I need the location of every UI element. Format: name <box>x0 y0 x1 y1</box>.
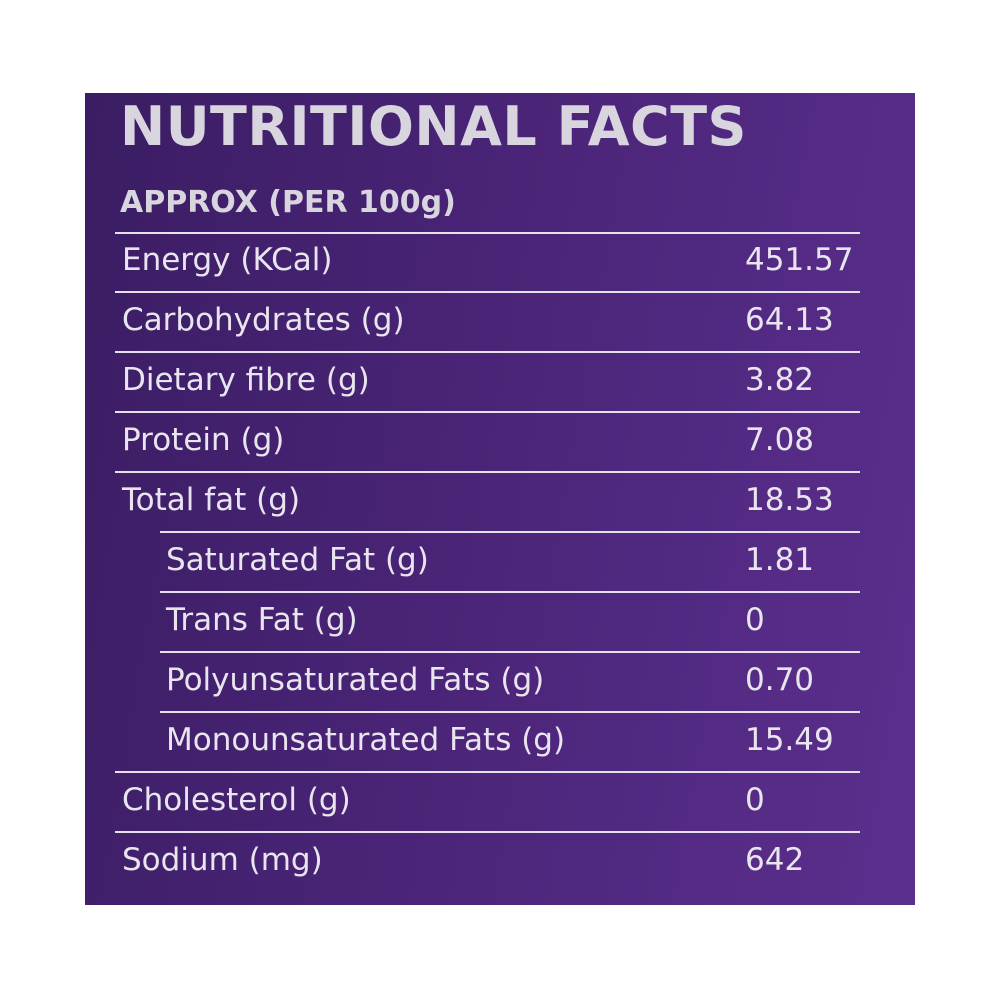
rule <box>160 651 860 653</box>
row-label: Polyunsaturated Fats (g) <box>166 662 545 698</box>
row-value: 7.08 <box>745 422 815 458</box>
row-label: Carbohydrates (g) <box>122 302 405 338</box>
rule <box>115 831 860 833</box>
row-label: Total fat (g) <box>122 482 301 518</box>
row-label: Monounsaturated Fats (g) <box>166 722 566 758</box>
label-panel <box>85 93 915 905</box>
row-value: 642 <box>745 842 805 878</box>
row-value: 3.82 <box>745 362 815 398</box>
row-label: Protein (g) <box>122 422 285 458</box>
rule <box>115 471 860 473</box>
rule <box>115 291 860 293</box>
row-value: 18.53 <box>745 482 834 518</box>
rule <box>160 711 860 713</box>
row-value: 64.13 <box>745 302 834 338</box>
row-value: 0 <box>745 602 765 638</box>
rule <box>115 351 860 353</box>
row-value: 0 <box>745 782 765 818</box>
rule <box>115 411 860 413</box>
row-value: 1.81 <box>745 542 815 578</box>
title: NUTRITIONAL FACTS <box>120 95 747 158</box>
row-label: Trans Fat (g) <box>166 602 358 638</box>
rule <box>160 591 860 593</box>
row-label: Saturated Fat (g) <box>166 542 429 578</box>
row-value: 0.70 <box>745 662 815 698</box>
rule <box>160 531 860 533</box>
subtitle: APPROX (PER 100g) <box>120 185 456 220</box>
row-value: 15.49 <box>745 722 834 758</box>
row-label: Energy (KCal) <box>122 242 333 278</box>
row-label: Dietary fibre (g) <box>122 362 370 398</box>
row-label: Sodium (mg) <box>122 842 323 878</box>
row-value: 451.57 <box>745 242 854 278</box>
rule <box>115 771 860 773</box>
row-label: Cholesterol (g) <box>122 782 351 818</box>
rule <box>115 232 860 234</box>
